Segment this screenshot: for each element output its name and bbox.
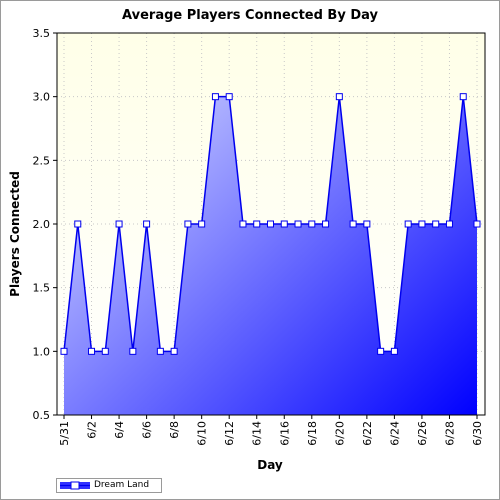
y-tick-label: 3.0 — [33, 91, 51, 104]
x-tick-label: 6/6 — [141, 421, 154, 439]
data-point — [473, 220, 481, 228]
data-point — [115, 220, 123, 228]
data-point — [143, 220, 151, 228]
data-point — [363, 220, 371, 228]
x-tick-label: 6/8 — [168, 421, 181, 439]
data-point — [418, 220, 426, 228]
x-tick-label: 6/14 — [251, 421, 264, 446]
legend-label: Dream Land — [94, 480, 150, 490]
data-point — [74, 220, 82, 228]
x-tick-label: 6/22 — [361, 421, 374, 446]
data-point — [225, 93, 233, 101]
y-tick-label: 2.0 — [33, 218, 51, 231]
data-point — [60, 347, 68, 355]
data-point — [294, 220, 302, 228]
data-point — [253, 220, 261, 228]
data-point — [308, 220, 316, 228]
data-point — [211, 93, 219, 101]
y-tick-label: 2.5 — [33, 154, 51, 167]
x-tick-label: 6/30 — [471, 421, 484, 446]
x-tick-label: 6/20 — [333, 421, 346, 446]
data-point — [335, 93, 343, 101]
chart-title: Average Players Connected By Day — [122, 8, 378, 23]
y-tick-label: 0.5 — [33, 409, 51, 422]
data-point — [404, 220, 412, 228]
data-point — [432, 220, 440, 228]
y-tick-label: 1.5 — [33, 282, 51, 295]
y-tick-label: 1.0 — [33, 345, 51, 358]
data-point — [88, 347, 96, 355]
data-point — [267, 220, 274, 228]
data-point — [459, 93, 467, 101]
data-point — [129, 347, 137, 355]
x-tick-label: 6/26 — [416, 421, 429, 446]
data-point — [198, 220, 206, 228]
x-axis-label: Day — [257, 458, 283, 472]
legend-swatch — [60, 481, 90, 490]
legend-swatch-marker — [70, 481, 80, 490]
legend: Dream Land — [56, 478, 162, 493]
data-point — [445, 220, 453, 228]
data-point — [239, 220, 247, 228]
x-tick-label: 6/10 — [196, 421, 209, 446]
x-tick-label: 6/2 — [86, 421, 99, 439]
x-tick-label: 6/4 — [113, 421, 126, 439]
data-point — [390, 347, 398, 355]
x-tick-label: 6/28 — [443, 421, 456, 446]
data-point — [156, 347, 164, 355]
x-tick-label: 6/16 — [278, 421, 291, 446]
x-tick-label: 6/12 — [223, 421, 236, 446]
x-tick-label: 6/18 — [306, 421, 319, 446]
data-point — [322, 220, 330, 228]
data-point — [184, 220, 192, 228]
x-tick-label: 5/31 — [58, 421, 71, 446]
data-point — [101, 347, 109, 355]
y-tick-label: 3.5 — [33, 27, 51, 40]
x-tick-label: 6/24 — [388, 421, 401, 446]
data-point — [349, 220, 357, 228]
data-point — [170, 347, 178, 355]
series-area — [64, 96, 477, 416]
data-point — [377, 347, 385, 355]
data-point — [280, 220, 288, 228]
